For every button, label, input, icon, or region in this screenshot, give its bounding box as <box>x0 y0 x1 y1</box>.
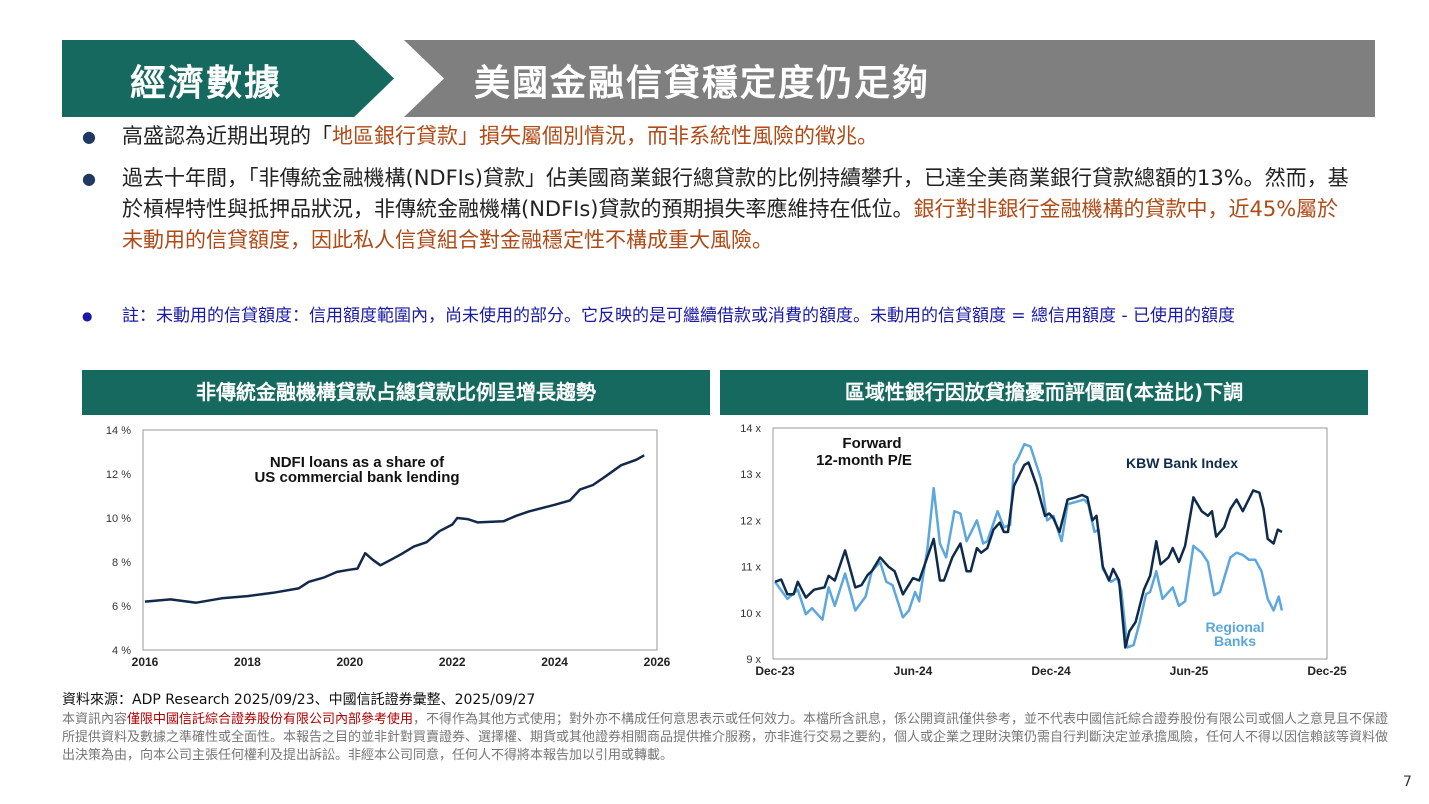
title-banner: 美國金融信貸穩定度仍足夠 <box>404 40 1375 117</box>
legend-kbw: KBW Bank Index <box>1126 455 1238 471</box>
y-tick-label: 8 % <box>112 557 131 569</box>
bullet-icon: ● <box>82 309 93 323</box>
bullet-highlight: 地區銀行貸款」損失屬個別情況，而非系統性風險的徵兆。 <box>332 124 878 148</box>
y-tick-label: 9 x <box>746 654 761 666</box>
section-label: 經濟數據 <box>130 63 283 104</box>
x-tick-label: Jun-25 <box>1170 664 1209 678</box>
section-banner: 經濟數據 <box>62 40 394 117</box>
y-tick-label: 14 x <box>740 423 761 435</box>
x-tick-label: 2022 <box>439 655 466 669</box>
page-number: 7 <box>1403 774 1412 790</box>
y-tick-label: 6 % <box>112 601 131 613</box>
bullet-1: ● 高盛認為近期出現的「地區銀行貸款」損失屬個別情況，而非系統性風險的徵兆。 <box>82 121 1352 152</box>
disclaimer-highlight: 僅限中國信託綜合證券股份有限公司內部參考使用 <box>127 712 414 727</box>
x-tick-label: 2018 <box>234 655 261 669</box>
series-line-ndfi-share <box>144 454 645 604</box>
series-line-regional-banks <box>773 442 1284 649</box>
chart-title-line1: NDFI loans as a share of <box>270 454 445 471</box>
x-tick-label: 2016 <box>132 655 159 669</box>
chart-header-right: 區域性銀行因放貸擔憂而評價面(本益比)下調 <box>720 370 1368 415</box>
chart-header-left: 非傳統金融機構貸款占總貸款比例呈增長趨勢 <box>82 370 710 415</box>
chart-title-line1: Forward <box>842 435 901 452</box>
x-tick-label: 2026 <box>644 655 671 669</box>
bullet-text: 高盛認為近期出現的「 <box>122 124 332 148</box>
y-tick-label: 11 x <box>741 562 761 574</box>
plot-frame <box>142 429 658 651</box>
y-tick-label: 10 % <box>106 513 131 525</box>
source-note: 資料來源：ADP Research 2025/09/23、中國信託證券彙整、20… <box>62 692 536 708</box>
y-tick-label: 4 % <box>112 645 131 657</box>
x-tick-label: 2020 <box>336 655 363 669</box>
plot-frame <box>772 427 1328 660</box>
bullet-highlight: 銀行對非銀行金融機構的貸款中，近45%屬於未動用的信貸額度，因此私人信貸組合對金… <box>122 197 1339 252</box>
y-tick-label: 14 % <box>106 425 131 437</box>
chart-title-line2: 12-month P/E <box>816 452 912 469</box>
bullet-icon: ● <box>82 127 96 146</box>
series-line-kbw-bank-index <box>774 461 1283 649</box>
y-tick-label: 12 % <box>106 469 131 481</box>
y-tick-label: 12 x <box>740 515 761 527</box>
y-tick-label: 13 x <box>740 469 761 481</box>
chart-title-line2: US commercial bank lending <box>254 469 459 486</box>
legend-regional-line1: Regional <box>1205 619 1264 635</box>
bullet-2: ● 過去十年間，「非傳統金融機構(NDFIs)貸款」佔美國商業銀行總貸款的比例持… <box>82 163 1352 256</box>
disclaimer: 本資訊內容僅限中國信託綜合證券股份有限公司內部參考使用，不得作為其他方式使用；對… <box>62 712 1389 763</box>
note: ● 註：未動用的信貸額度：信用額度範圍內，尚未使用的部分。它反映的是可繼續借款或… <box>82 301 1362 332</box>
legend-regional-line2: Banks <box>1214 633 1256 649</box>
x-tick-label: Dec-25 <box>1307 664 1347 678</box>
x-tick-label: Dec-24 <box>1031 664 1071 678</box>
bullet-icon: ● <box>82 169 96 188</box>
x-tick-label: Jun-24 <box>894 664 933 678</box>
y-tick-label: 10 x <box>740 608 761 620</box>
page-title: 美國金融信貸穩定度仍足夠 <box>474 63 931 104</box>
note-text: 註：未動用的信貸額度：信用額度範圍內，尚未使用的部分。它反映的是可繼續借款或消費… <box>122 306 1235 326</box>
x-tick-label: 2024 <box>541 655 568 669</box>
x-tick-label: Dec-23 <box>755 664 795 678</box>
bullet-text: 過去十年間，「非傳統金融機構(NDFIs)貸款」佔美國商業銀行總貸款的比例持續攀… <box>122 166 1349 221</box>
